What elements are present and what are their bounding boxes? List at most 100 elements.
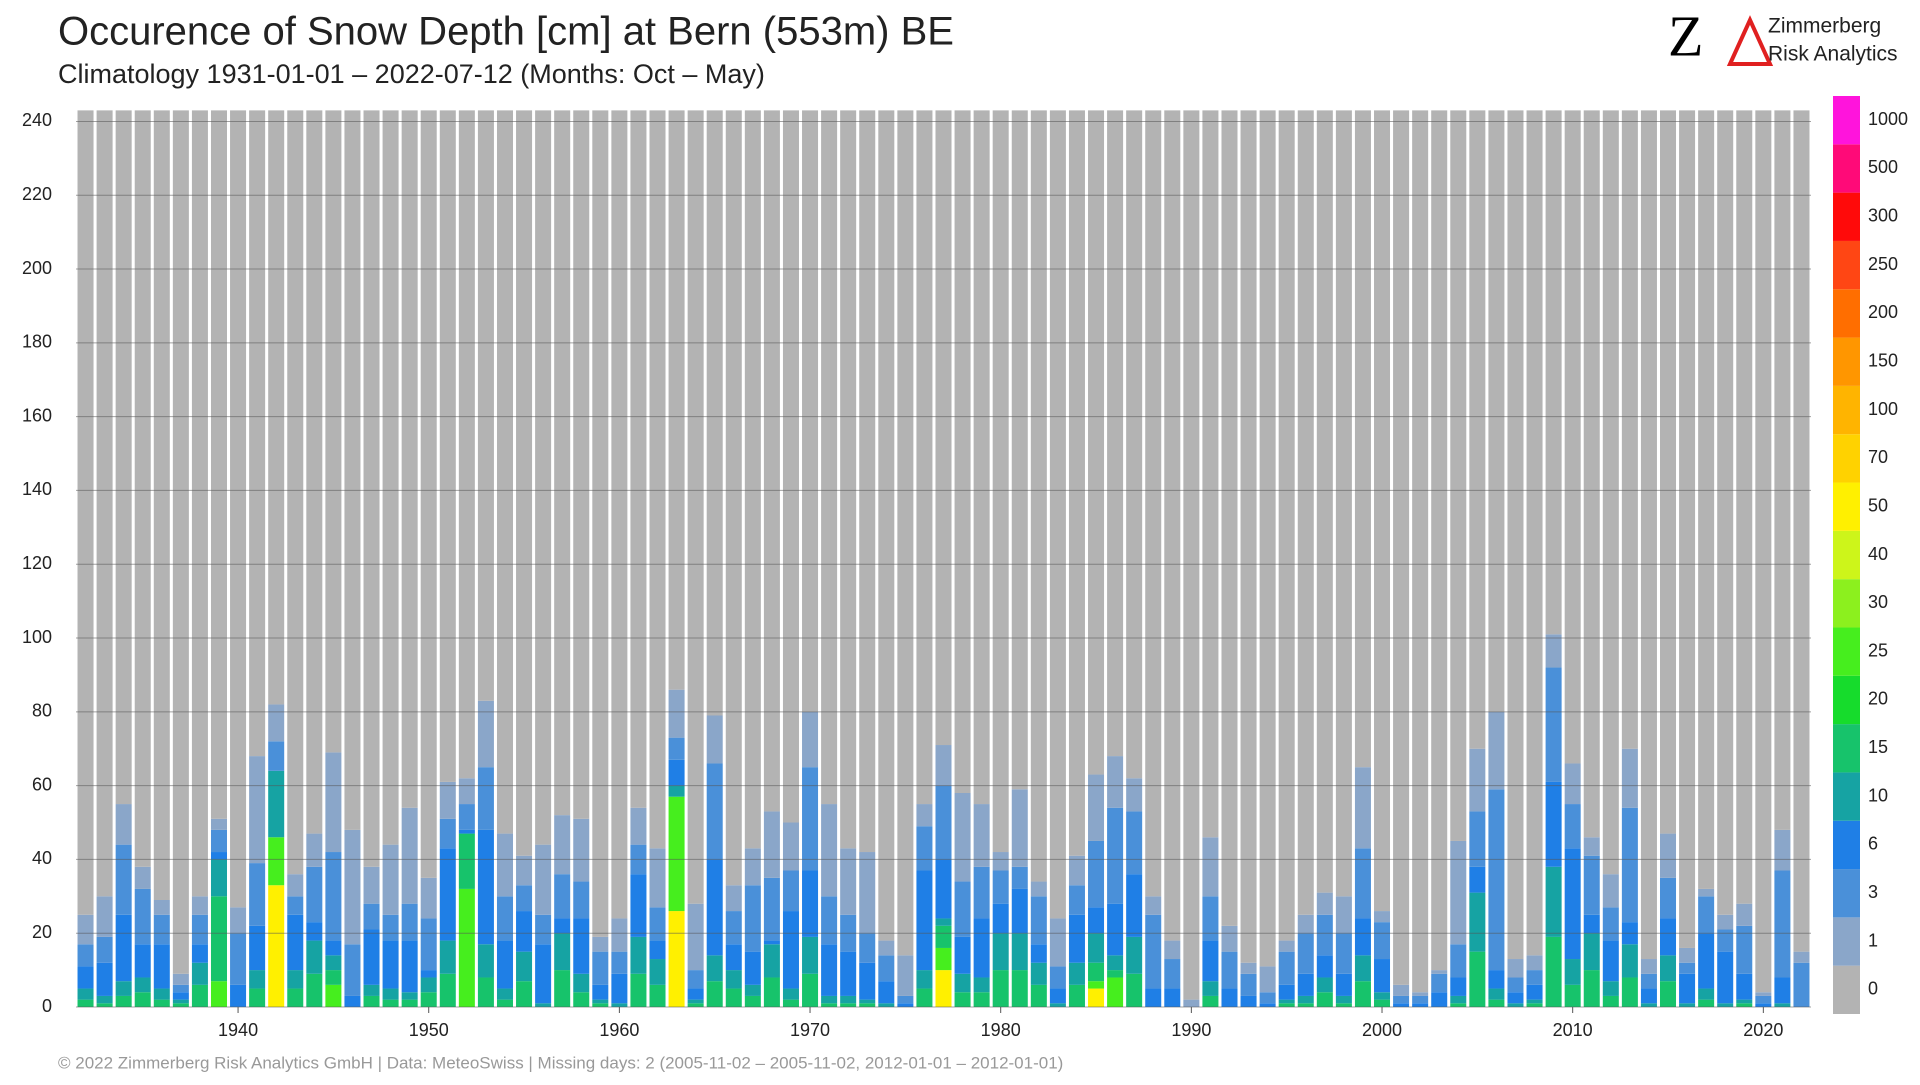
colorbar-box [1833, 434, 1860, 483]
bar-segment [325, 752, 342, 853]
x-tick-label: 1940 [218, 1020, 258, 1040]
bar-segment [1259, 992, 1276, 1004]
bar-segment [420, 977, 437, 993]
bar-segment [1030, 896, 1047, 945]
bar-segment [477, 110, 494, 701]
bar-segment [668, 689, 685, 738]
bar-segment [1278, 999, 1295, 1004]
bar-segment [1107, 970, 1124, 978]
colorbar-box [1833, 917, 1860, 966]
bar-segment [96, 110, 113, 897]
bar-segment [554, 874, 571, 919]
bar-segment [287, 874, 304, 897]
bar-segment [859, 933, 876, 963]
bar-segment [744, 951, 761, 985]
bar-segment [401, 940, 418, 993]
y-tick-label: 60 [32, 774, 52, 794]
bar-segment [954, 110, 971, 793]
bar-segment [706, 763, 723, 860]
bar-segment [992, 110, 1009, 853]
bar-segment [306, 110, 323, 834]
bar-segment [554, 918, 571, 934]
bar-segment [1011, 866, 1028, 889]
colorbar-box [1833, 869, 1860, 918]
bar-segment [77, 944, 94, 967]
bar-segment [420, 970, 437, 978]
bar-segment [1374, 922, 1391, 960]
bar-segment [1259, 1003, 1276, 1007]
bar-segment [668, 737, 685, 760]
bar-segment [763, 944, 780, 978]
bar-segment [611, 973, 628, 1004]
bar-segment [172, 984, 189, 993]
bar-segment [210, 852, 228, 860]
bar-segment [325, 955, 342, 971]
bar-segment [1393, 1003, 1410, 1007]
bar-segment [325, 110, 342, 753]
bar-segment [1431, 973, 1448, 993]
bar-segment [249, 925, 266, 971]
bar-segment [630, 807, 647, 845]
bar-segment [134, 944, 151, 978]
bar-segment [535, 1003, 552, 1007]
bar-segment [1221, 925, 1238, 952]
bar-segment [1240, 962, 1257, 974]
bar-segment [134, 110, 151, 867]
bar-segment [611, 1003, 628, 1007]
colorbar-box [1833, 724, 1860, 773]
bar-segment [1126, 874, 1143, 937]
bar-segment [1545, 936, 1562, 1007]
bar-segment [153, 914, 170, 945]
bar-segment [134, 977, 151, 993]
bar-segment [630, 874, 647, 937]
bar-segment [153, 110, 170, 900]
bar-segment [153, 988, 170, 1000]
bar-segment [1450, 110, 1467, 841]
bar-segment [992, 970, 1009, 1007]
bar-segment [1412, 110, 1429, 993]
bar-segment [516, 885, 533, 912]
bar-segment [782, 870, 799, 912]
bar-segment [592, 110, 609, 937]
bar-segment [191, 110, 208, 897]
bar-segment [1621, 110, 1638, 749]
x-tick-label: 1990 [1171, 1020, 1211, 1040]
bar-segment [210, 981, 228, 1007]
bar-segment [1107, 110, 1124, 757]
bar-segment [1602, 981, 1619, 996]
bar-segment [172, 999, 189, 1004]
bar-segment [1698, 888, 1715, 897]
bar-segment [1717, 1003, 1734, 1007]
bar-segment [592, 951, 609, 985]
bar-segment [821, 110, 838, 805]
bar-segment [1469, 866, 1486, 893]
bar-segment [1202, 981, 1219, 996]
bar-segment [611, 951, 628, 974]
bar-segment [649, 959, 666, 985]
bar-segment [77, 988, 94, 1000]
bar-segment [172, 973, 189, 985]
bar-segment [1488, 711, 1505, 790]
bar-segment [458, 829, 475, 834]
bar-segment [210, 829, 228, 853]
bar-segment [630, 936, 647, 974]
bar-segment [1316, 992, 1333, 1007]
bar-segment [382, 844, 399, 915]
bar-segment [401, 903, 418, 941]
bar-segment [382, 999, 399, 1007]
colorbar-label: 0 [1868, 979, 1878, 999]
bar-segment [287, 110, 304, 875]
bar-segment [1621, 748, 1638, 808]
bar-segment [1659, 877, 1677, 919]
bar-segment [249, 756, 266, 864]
bar-segment [382, 110, 399, 845]
bar-segment [439, 818, 456, 849]
colorbar-label: 1000 [1868, 109, 1908, 129]
bar-segment [1659, 981, 1677, 1007]
bar-segment [897, 110, 914, 956]
colorbar-label: 20 [1868, 689, 1888, 709]
bar-segment [859, 999, 876, 1004]
bar-segment [1564, 848, 1581, 960]
bar-segment [1354, 955, 1371, 982]
bar-segment [935, 785, 952, 860]
